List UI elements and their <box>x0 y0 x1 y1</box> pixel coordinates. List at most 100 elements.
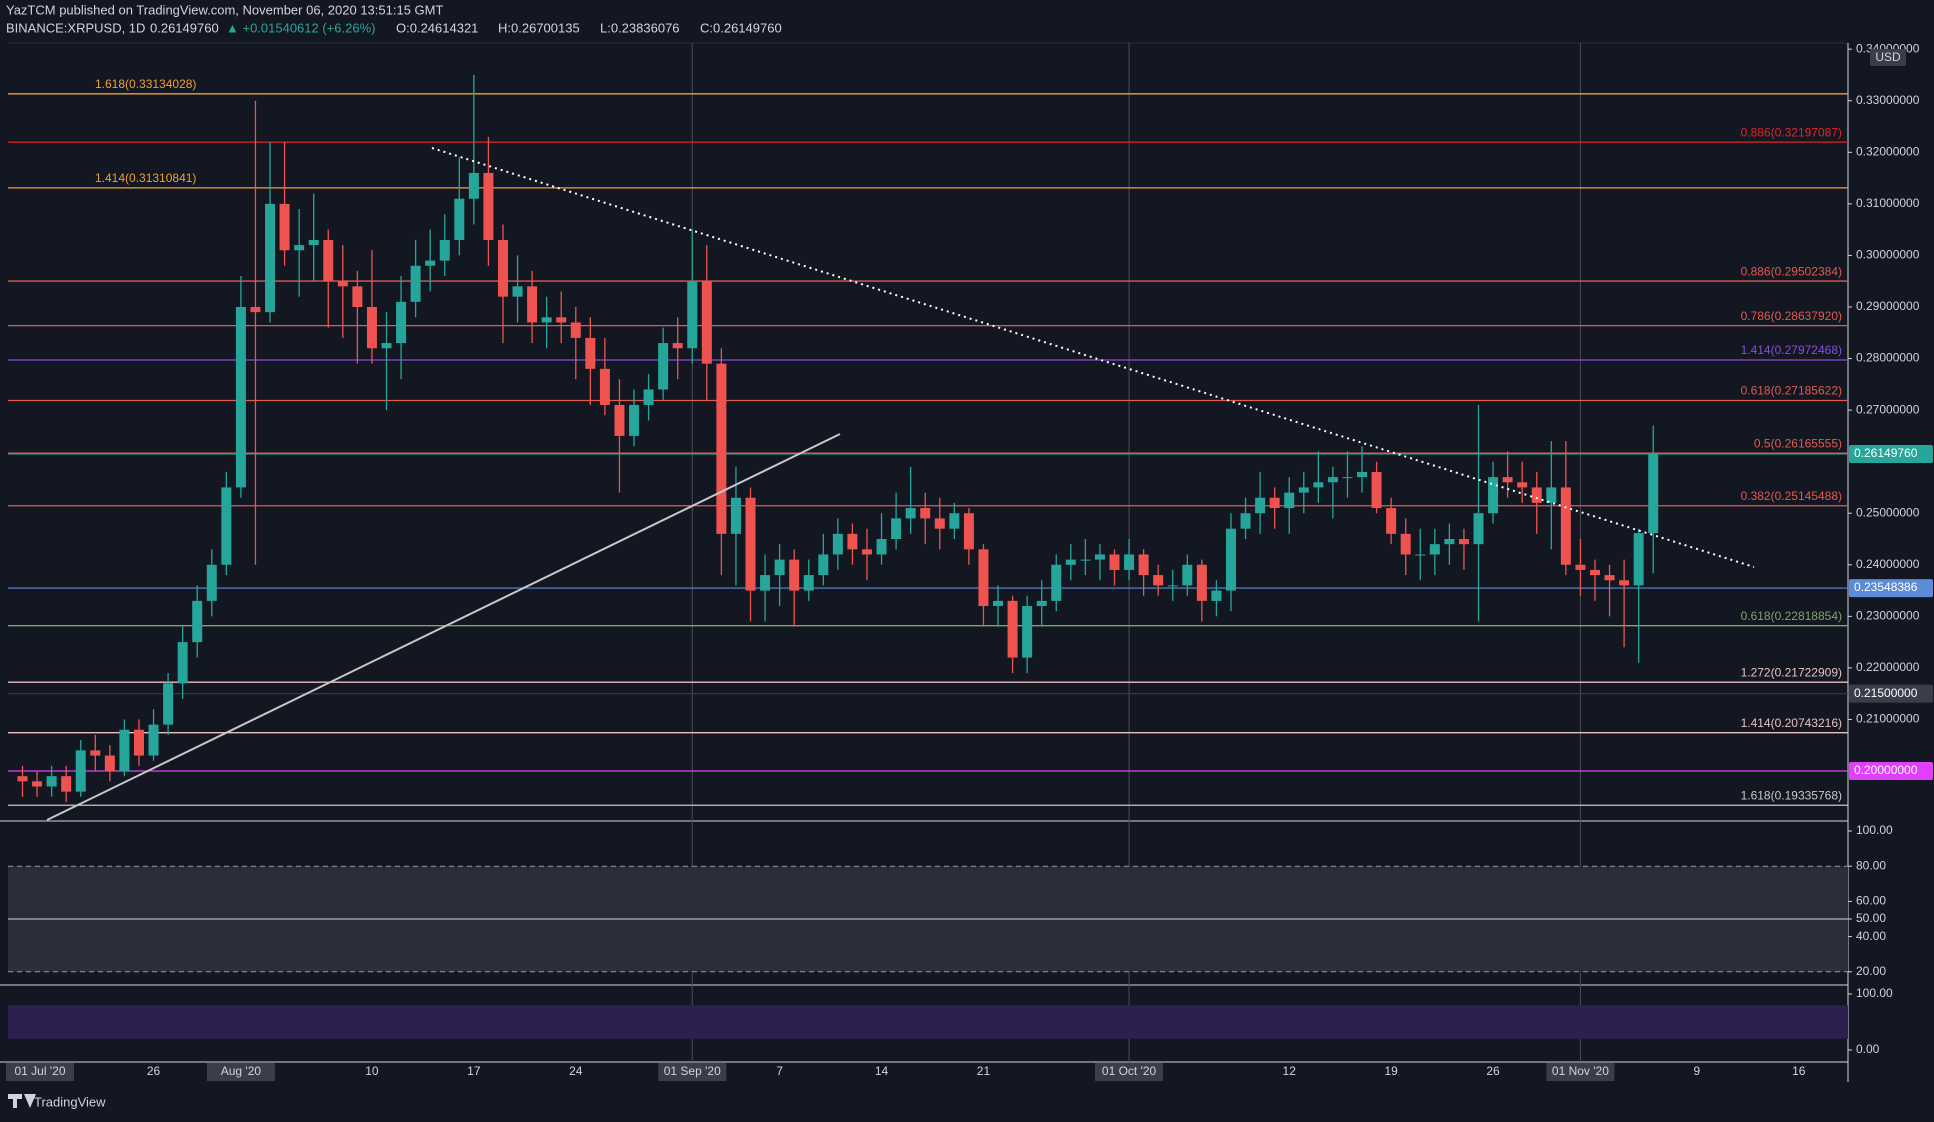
y-tick-label: 0.28000000 <box>1856 351 1920 365</box>
candle-body <box>658 343 669 390</box>
y-tick-label: 0.00 <box>1856 1042 1880 1056</box>
candle-body <box>90 750 101 756</box>
brand: TradingView <box>34 1094 106 1109</box>
candle-body <box>1342 477 1353 479</box>
candle-body <box>687 281 698 349</box>
candle-body <box>1458 539 1469 545</box>
candle-body <box>1022 606 1033 658</box>
candle-body <box>454 198 465 240</box>
candle-body <box>1240 513 1251 529</box>
candle-body <box>832 533 843 555</box>
candle-body <box>1167 585 1178 587</box>
candle-body <box>1036 600 1047 607</box>
publisher: YazTCM published on TradingView.com, Nov… <box>6 2 443 17</box>
candle-body <box>177 642 188 684</box>
candle-body <box>352 286 363 307</box>
y-tick-label: 20.00 <box>1856 964 1886 978</box>
level-label: 0.886(0.29502384) <box>1741 264 1842 278</box>
candle-body <box>1502 477 1513 483</box>
candle-body <box>410 265 421 302</box>
candle-body <box>235 306 246 488</box>
level-label: 0.5(0.26165555) <box>1754 436 1842 450</box>
price-tag-label: 0.23548386 <box>1854 580 1918 594</box>
candle-body <box>1284 492 1295 509</box>
candle-body <box>1575 564 1586 570</box>
candle-body <box>876 539 887 555</box>
y-tick-label: 0.22000000 <box>1856 660 1920 674</box>
price-tag <box>1849 444 1933 463</box>
candle-body <box>1225 528 1236 591</box>
y-tick-label: 100.00 <box>1856 823 1893 837</box>
candle-body <box>803 575 814 591</box>
close: C:0.26149760 <box>700 20 782 35</box>
level-label: 1.414(0.27972468) <box>1741 343 1842 357</box>
candle-body <box>206 564 217 601</box>
candle-body <box>483 172 494 240</box>
candle-body <box>527 286 538 323</box>
candle-body <box>133 729 144 756</box>
candle-body <box>192 600 203 643</box>
candle-body <box>1589 569 1600 576</box>
candle-body <box>279 203 290 251</box>
candle-body <box>337 281 348 287</box>
candle-body <box>32 781 43 787</box>
low: L:0.23836076 <box>600 20 680 35</box>
candle-body <box>789 559 800 591</box>
candle-body <box>1517 482 1528 488</box>
y-tick-label: 0.33000000 <box>1856 93 1920 107</box>
y-tick-label: 0.21000000 <box>1856 712 1920 726</box>
change: ▲ +0.01540612 (+6.26%) <box>226 20 375 35</box>
candle-body <box>1080 559 1091 561</box>
x-tick-label: 01 Jul '20 <box>15 1064 66 1078</box>
y-tick-label: 100.00 <box>1856 986 1893 1000</box>
candle-body <box>541 317 552 323</box>
candle-body <box>818 554 829 576</box>
candle-body <box>1327 477 1338 483</box>
x-tick-label: 01 Nov '20 <box>1552 1064 1609 1078</box>
candle-body <box>891 518 902 540</box>
candle-body <box>1109 554 1120 570</box>
level-label: 0.618(0.22818854) <box>1741 609 1842 623</box>
y-tick-label: 0.30000000 <box>1856 248 1920 262</box>
date-box <box>6 1063 74 1081</box>
y-tick-label: 0.25000000 <box>1856 505 1920 519</box>
last-price: 0.26149760 <box>150 20 219 35</box>
x-tick-label: 7 <box>776 1064 783 1078</box>
y-tick-label: 0.31000000 <box>1856 196 1920 210</box>
level-label: 1.618(0.19335768) <box>1741 788 1842 802</box>
candle-body <box>570 322 581 338</box>
candle-body <box>556 317 567 323</box>
candle-body <box>1298 487 1309 493</box>
y-tick-label: 40.00 <box>1856 929 1886 943</box>
candle-body <box>1007 600 1018 658</box>
candle-body <box>1094 554 1105 560</box>
candle-body <box>61 776 72 792</box>
candle-body <box>760 575 771 591</box>
candle-body <box>1400 533 1411 555</box>
level-label: 1.414(0.20743216) <box>1741 716 1842 730</box>
candle-body <box>847 533 858 550</box>
candle-body <box>1153 575 1164 586</box>
candle-body <box>1429 544 1440 555</box>
candle-body <box>104 755 115 772</box>
y-tick-label: 0.24000000 <box>1856 557 1920 571</box>
candle-body <box>629 404 640 436</box>
date-box <box>1095 1063 1164 1081</box>
x-tick-label: 12 <box>1283 1064 1297 1078</box>
symbol: BINANCE:XRPUSD, 1D <box>6 20 145 35</box>
price-tag <box>1849 684 1933 703</box>
candle-body <box>1196 564 1207 601</box>
candle-body <box>1633 533 1644 586</box>
level-label: 0.886(0.32197087) <box>1741 125 1842 139</box>
candle-body <box>672 343 683 349</box>
candle-body <box>643 389 654 405</box>
level-label: 1.414(0.31310841) <box>95 171 196 185</box>
level-label: 0.786(0.28637920) <box>1741 309 1842 323</box>
candle-body <box>599 368 610 405</box>
x-tick-label: 16 <box>1792 1064 1806 1078</box>
trendline <box>46 433 841 821</box>
x-tick-label: 19 <box>1384 1064 1398 1078</box>
candle-body <box>119 729 130 772</box>
x-tick-label: 17 <box>467 1064 481 1078</box>
